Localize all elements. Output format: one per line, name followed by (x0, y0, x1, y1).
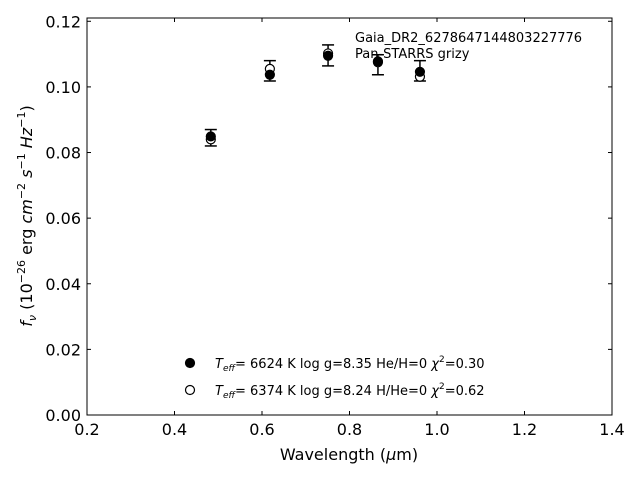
legend-text: = 6374 K log g=8.24 H/He=0 (235, 384, 431, 399)
y-axis-label: fν (10−26 erg cm−2 s−1 Hz−1) (15, 105, 39, 326)
y-tick-label: 0.08 (45, 144, 81, 163)
x-tick-label: 0.4 (162, 420, 187, 439)
plot-frame (86, 17, 613, 416)
x-tick-label: 0.6 (249, 420, 274, 439)
legend-chi-label: χ (430, 357, 440, 372)
legend: Teff= 6624 K log g=8.35 He/H=0 χ2=0.30Te… (184, 355, 485, 401)
x-tick-label: 0.8 (337, 420, 362, 439)
legend-chi-label: χ (430, 384, 440, 399)
legend-marker-open (184, 384, 196, 396)
filled-point (322, 50, 334, 61)
legend-entry: Teff= 6374 K log g=8.24 H/He=0 χ2=0.62 (215, 382, 485, 401)
y-tick-label: 0.00 (45, 406, 81, 425)
legend-entry: Teff= 6624 K log g=8.35 He/H=0 χ2=0.30 (215, 355, 485, 374)
filled-point (372, 56, 384, 67)
legend-teff-sub: eff (223, 391, 237, 401)
y-tick-label: 0.02 (45, 340, 81, 359)
annotation-line-2: Pan-STARRS grizy (355, 47, 470, 62)
legend-teff-label: T (215, 357, 224, 372)
legend-text: = 6624 K log g=8.35 He/H=0 (235, 357, 431, 372)
filled-point (414, 66, 426, 77)
x-tick-label: 0.2 (74, 420, 99, 439)
y-tick-label: 0.06 (45, 209, 81, 228)
filled-point (205, 131, 216, 142)
x-tick-label: 1.2 (512, 420, 537, 439)
y-tick-label: 0.04 (45, 275, 81, 294)
legend-chi-value: =0.30 (445, 357, 485, 372)
legend-teff-label: T (215, 384, 224, 399)
x-tick-label: 1.4 (599, 420, 624, 439)
legend-chi-sup: 2 (439, 382, 445, 392)
filled-point (264, 69, 275, 80)
annotation-line-1: Gaia_DR2_6278647144803227776 (355, 31, 582, 46)
y-tick-label: 0.12 (45, 12, 81, 31)
x-axis-label: Wavelength (μm) (280, 445, 418, 464)
legend-chi-value: =0.62 (445, 384, 485, 399)
legend-marker-filled (184, 357, 196, 369)
x-tick-label: 1.0 (424, 420, 449, 439)
legend-teff-sub: eff (223, 364, 237, 374)
y-tick-label: 0.10 (45, 78, 81, 97)
legend-chi-sup: 2 (439, 355, 445, 365)
